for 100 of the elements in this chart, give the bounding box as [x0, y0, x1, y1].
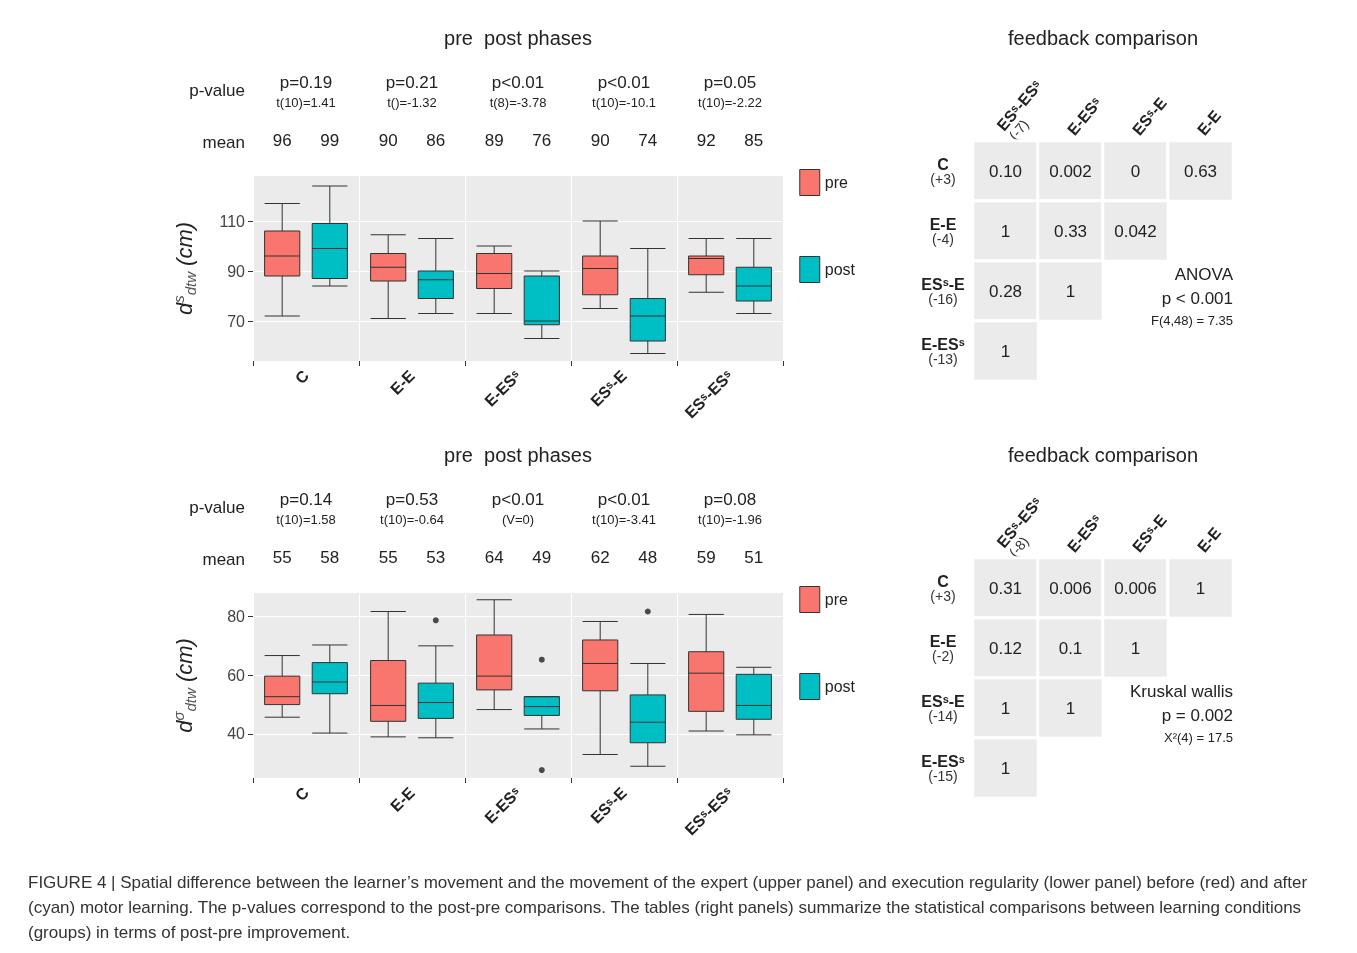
data-label: 1	[1065, 281, 1076, 301]
data-label: 1	[1195, 578, 1206, 598]
data-label: 0.006	[1049, 578, 1092, 598]
text: 85	[744, 131, 764, 150]
data-label: 0.002	[1049, 161, 1092, 181]
data-label: 0.1	[1058, 638, 1083, 658]
legend-label: pre	[824, 591, 848, 608]
y-tick-label: C (+3)	[930, 155, 956, 187]
x-tick-label: C	[291, 783, 313, 805]
text: p<0.01	[491, 73, 545, 92]
y-tick-label: ESˢ-E (-16)	[921, 275, 966, 307]
text: p<0.01	[491, 490, 545, 509]
text: t(10)=-3.41	[592, 512, 656, 527]
data-label: 1	[1000, 221, 1011, 241]
data-label: 0.12	[988, 638, 1023, 658]
data-label: 0.33	[1053, 221, 1088, 241]
text: t(8)=-3.78	[489, 95, 547, 110]
text: p-value	[189, 81, 245, 100]
chart-title: pre post phases	[444, 444, 592, 466]
text: p<0.01	[597, 490, 651, 509]
annotation: p < 0.001	[1161, 288, 1233, 308]
data-label: 0.006	[1114, 578, 1157, 598]
y-tick-label: E-ESˢ (-13)	[921, 335, 965, 367]
chart-title: feedback comparison	[1007, 444, 1199, 466]
x-tick-label: E-E	[1193, 106, 1225, 139]
text: t(10)=-1.96	[698, 512, 762, 527]
legend-label: pre	[824, 174, 848, 191]
text: t(10)=1.41	[276, 95, 336, 110]
text: t(10)=-10.1	[592, 95, 656, 110]
annotation: ANOVA	[1174, 264, 1234, 284]
text: 89	[484, 131, 504, 150]
text: 62	[590, 548, 610, 567]
text: 49	[532, 548, 552, 567]
y-tick-label: C (+3)	[930, 572, 956, 604]
annotation: Kruskal wallis	[1130, 681, 1233, 701]
text: t(10)=-0.64	[380, 512, 444, 527]
annotation: Χ²(4) = 17.5	[1163, 729, 1233, 745]
data-label: 0.042	[1114, 221, 1157, 241]
text: 76	[532, 131, 552, 150]
y-tick-label: 60	[227, 666, 246, 684]
text: 90	[590, 131, 610, 150]
text: 90	[378, 131, 398, 150]
y-tick-label: E-E (-4)	[929, 215, 957, 247]
caption: FIGURE 4 | Spatial difference between the learner’s movement and the movement of the expert (upper panel) and execution regularity (lower panel) before (red) and after (cyan) motor learning. The p-values correspond to the post-pre comparisons. The tables (right panels) summarize the statistical comparisons between learning conditions (groups) in terms of post-pre improvement.	[28, 872, 1309, 944]
text: 55	[272, 548, 292, 567]
data-label: 0	[1130, 161, 1141, 181]
x-tick-label: C	[291, 366, 313, 388]
text: 86	[426, 131, 446, 150]
y-tick-label: 110	[219, 212, 246, 230]
y-tick-label: E-ESˢ (-15)	[921, 752, 965, 784]
text: p=0.53	[385, 490, 439, 509]
text: 59	[696, 548, 716, 567]
data-label: 1	[1130, 638, 1141, 658]
text: 55	[378, 548, 398, 567]
text: (V=0)	[501, 512, 535, 527]
text: t(10)=1.58	[276, 512, 336, 527]
data-label: 1	[1000, 698, 1011, 718]
text: t()=-1.32	[387, 95, 437, 110]
y-tick-label: E-E (-2)	[929, 632, 957, 664]
x-tick-label: E-E	[387, 366, 419, 398]
text: 48	[638, 548, 658, 567]
text: mean	[202, 550, 245, 569]
text: t(10)=-2.22	[698, 95, 762, 110]
y-tick-label: ESˢ-E (-14)	[921, 692, 966, 724]
data-label: 1	[1065, 698, 1076, 718]
text: p=0.19	[279, 73, 333, 92]
text: p-value	[189, 498, 245, 517]
data-label: 1	[1000, 758, 1011, 778]
text: 53	[426, 548, 446, 567]
text: 64	[484, 548, 504, 567]
annotation: F(4,48) = 7.35	[1150, 312, 1233, 328]
text: p<0.01	[597, 73, 651, 92]
text: p=0.14	[279, 490, 333, 509]
y-tick-label: 90	[227, 262, 246, 280]
y-axis-title: dσdtw (cm)	[170, 638, 199, 733]
text: 51	[744, 548, 764, 567]
y-tick-label: 40	[227, 725, 246, 743]
y-tick-label: 80	[227, 607, 246, 625]
data-label: 1	[1000, 341, 1011, 361]
text: 74	[638, 131, 658, 150]
text: 96	[272, 131, 292, 150]
text: p=0.08	[703, 490, 757, 509]
text: p=0.21	[385, 73, 439, 92]
chart-title: feedback comparison	[1007, 27, 1199, 49]
x-tick-label: E-E	[1193, 523, 1225, 556]
text: 92	[696, 131, 716, 150]
text: 99	[320, 131, 340, 150]
text: p=0.05	[703, 73, 757, 92]
data-label: 0.63	[1183, 161, 1218, 181]
data-label: 0.28	[988, 281, 1023, 301]
text: mean	[202, 133, 245, 152]
data-label: 0.31	[988, 578, 1023, 598]
legend-label: post	[824, 261, 856, 278]
text: 58	[320, 548, 340, 567]
x-tick-label: E-E	[387, 783, 419, 815]
y-tick-label: 70	[227, 312, 246, 330]
y-axis-title: dsdtw (cm)	[170, 221, 199, 316]
chart-title: pre post phases	[444, 27, 592, 49]
legend-label: post	[824, 678, 856, 695]
annotation: p = 0.002	[1161, 705, 1233, 725]
